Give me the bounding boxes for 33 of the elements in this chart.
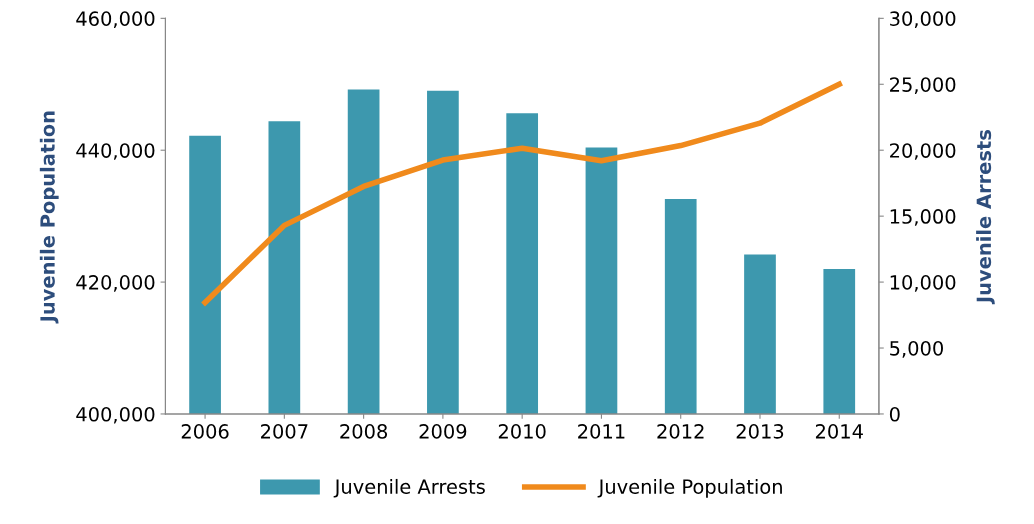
x-tick-label: 2010 [498,424,546,439]
y-tick-label: 460,000 [76,11,155,28]
y2-tick-label: 10,000 [890,275,956,292]
x-tick-label: 2007 [261,424,308,439]
bar [506,113,539,414]
y2-tick-label: 15,000 [890,209,956,226]
bar [664,199,697,414]
y2-tick-label: 20,000 [890,143,956,160]
y2-tick-label: 0 [889,406,900,422]
y-tick-label: 420,000 [76,275,155,292]
bar [347,89,380,414]
y2-tick-label: 25,000 [890,77,956,94]
bar [823,268,856,414]
x-tick-label: 2008 [340,424,388,439]
bar [585,147,618,414]
x-tick-label: 2013 [736,424,784,439]
bar [427,90,459,414]
legend-label: Juvenile Arrests [333,478,485,498]
y2-axis-title: Juvenile Arrests [976,130,995,305]
x-tick-label: 2009 [419,424,467,439]
y2-tick-label: 30,000 [890,11,956,28]
x-tick-label: 2011 [578,424,625,439]
y-tick-label: 440,000 [76,143,155,160]
bar [268,121,301,414]
bar [189,135,221,414]
x-tick-label: 2006 [181,424,229,439]
x-tick-label: 2014 [815,424,863,439]
y2-tick-label: 5,000 [890,340,943,358]
x-tick-label: 2012 [657,424,704,439]
legend-label: Juvenile Population [597,478,782,498]
y-axis-title: Juvenile Population [39,111,59,324]
y-tick-label: 400,000 [76,406,155,424]
bar [744,254,776,414]
